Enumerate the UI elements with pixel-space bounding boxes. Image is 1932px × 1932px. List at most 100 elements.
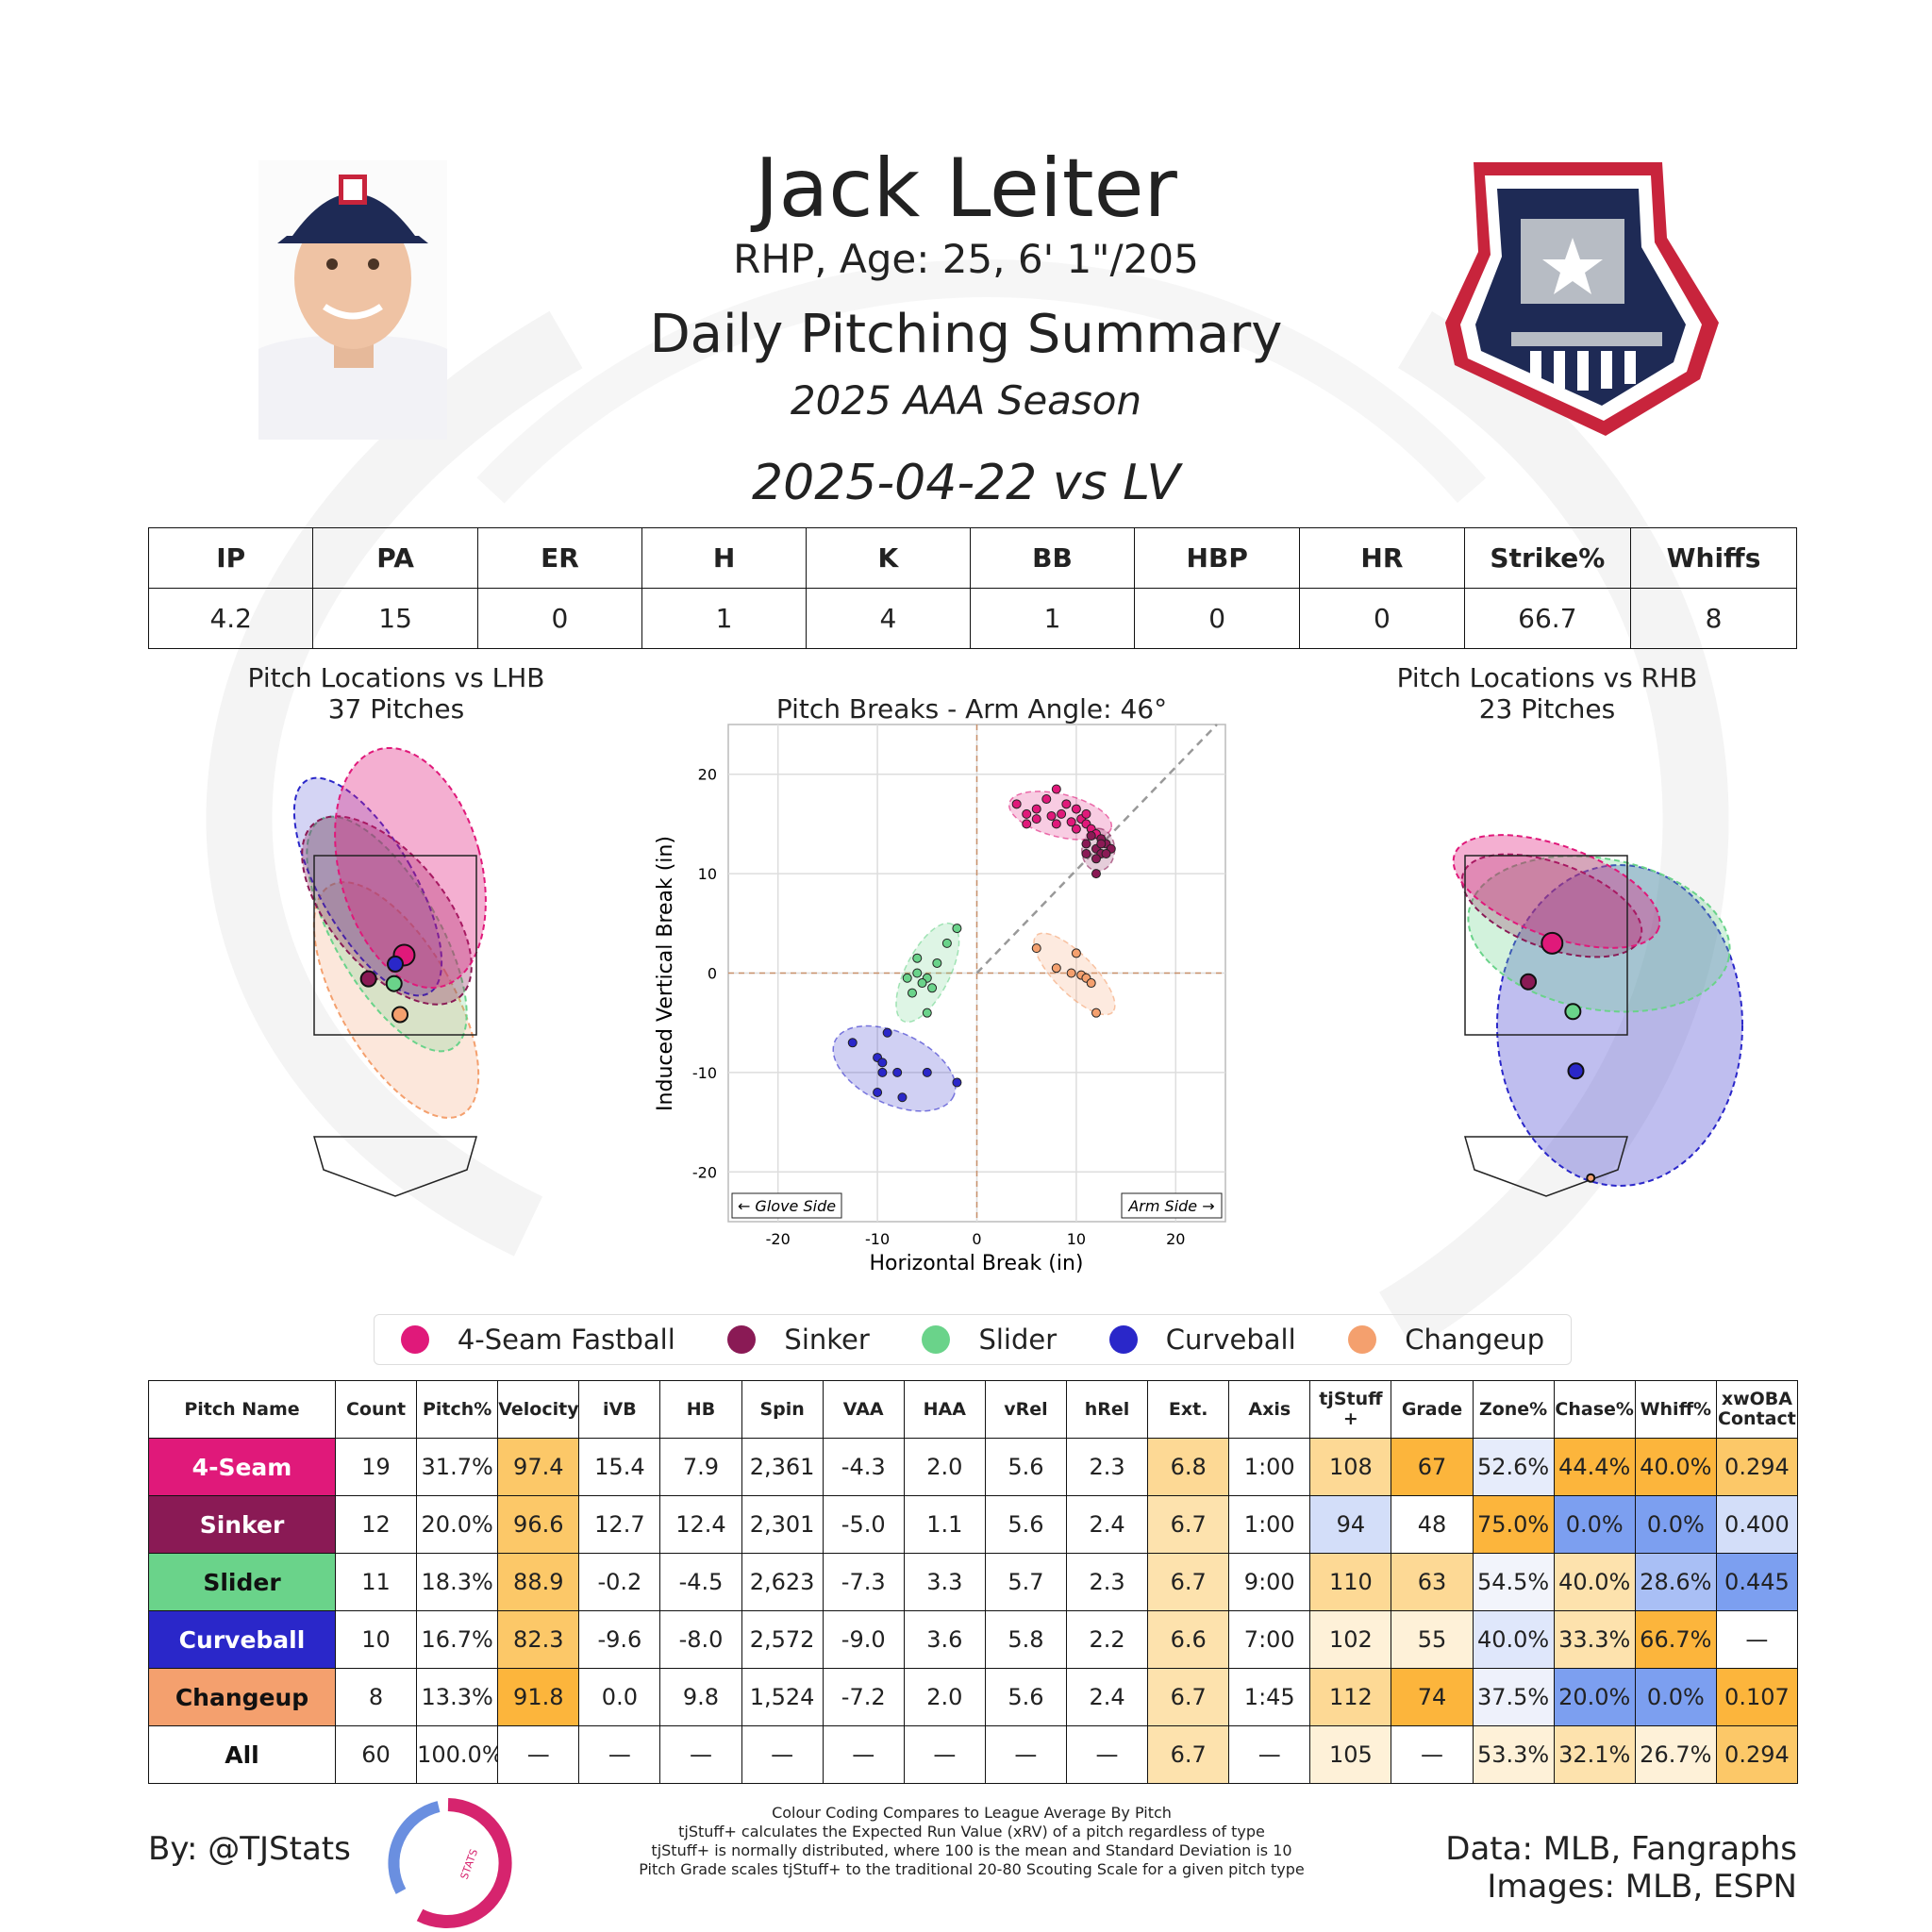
pitch-cell: 54.5% (1472, 1553, 1555, 1611)
note-2: tjStuff+ calculates the Expected Run Val… (678, 1823, 1265, 1840)
pitch-cell: 2,623 (741, 1553, 824, 1611)
pitch-cell: 26.7% (1634, 1725, 1717, 1784)
pitch-cell: 11 (334, 1553, 418, 1611)
break-point-4-seam-fastball (1011, 799, 1022, 809)
pitch-row-sinker: Sinker 12 20.0% 96.6 12.7 12.4 2,301 -5.0 1.1 5.6… (148, 1495, 1798, 1554)
lhb-pitch-means (359, 943, 416, 1024)
pitch-cell: 91.8 (497, 1668, 580, 1726)
pitch-cell: — (984, 1725, 1067, 1784)
lhb-strike-zone (313, 855, 477, 1036)
pitch-cell: 9:00 (1228, 1553, 1311, 1611)
pitch-cell: 66.7% (1634, 1610, 1717, 1669)
pitch-legend: 4-Seam Fastball Sinker Slider Curveball Chan… (374, 1314, 1572, 1365)
y-tick-label: 20 (698, 766, 717, 784)
pitch-col-count: Count (334, 1380, 418, 1439)
pitch-cell: 97.4 (497, 1438, 580, 1496)
pitch-cell: -7.3 (822, 1553, 905, 1611)
pitch-breaks-chart: -20 -10 0 10 20 -20 -10 0 10 20 Horizontal Break … (654, 724, 1226, 1275)
break-point-sinker (1091, 869, 1101, 879)
lhb-location-plot (292, 746, 487, 1197)
pitch-cell: 5.6 (984, 1495, 1067, 1554)
data-source: Data: MLB, Fangraphs (1445, 1830, 1797, 1868)
pitch-cell: 20.0% (416, 1495, 499, 1554)
y-tick-label: -20 (692, 1163, 717, 1181)
pitch-cell: 6.7 (1147, 1668, 1230, 1726)
pitch-cell: 20.0% (1553, 1668, 1636, 1726)
rhb-count: 23 Pitches (1478, 693, 1616, 724)
x-tick-label: -10 (865, 1230, 890, 1248)
pitch-cell: 48 (1391, 1495, 1474, 1554)
lhb-plot-title: Pitch Locations vs LHB 37 Pitches (208, 662, 585, 724)
pitch-cell: 2.2 (1065, 1610, 1149, 1669)
pitch-cell: -4.3 (822, 1438, 905, 1496)
legend-dot (400, 1325, 429, 1354)
tjstats-logo: STATS (388, 1798, 512, 1928)
pitch-cell: 2.3 (1065, 1438, 1149, 1496)
pitch-cell: 5.6 (984, 1668, 1067, 1726)
break-point-4-seam-fastball (1051, 784, 1061, 794)
pitch-col-grade: Grade (1391, 1380, 1474, 1439)
break-point-sinker (1101, 849, 1111, 859)
break-point-4-seam-fastball (1046, 810, 1057, 821)
break-point-4-seam-fastball (1066, 817, 1076, 827)
pitch-col-axis: Axis (1228, 1380, 1311, 1439)
pitch-cell: -9.0 (822, 1610, 905, 1669)
pitch-cell: 2.0 (903, 1668, 986, 1726)
pitch-cell: 7:00 (1228, 1610, 1311, 1669)
pitch-cell: — (578, 1725, 661, 1784)
pitch-col-spin: Spin (741, 1380, 824, 1439)
x-tick-label: 10 (1067, 1230, 1086, 1248)
pitch-cell: 88.9 (497, 1553, 580, 1611)
pitch-cell: 0.0% (1553, 1495, 1636, 1554)
pitch-cell: 40.0% (1472, 1610, 1555, 1669)
pitch-name-cell: All (148, 1725, 336, 1784)
pitch-table-header-row: Pitch Name Count Pitch% Velocity iVB HB Spin VA… (148, 1380, 1798, 1439)
pitch-row-slider: Slider 11 18.3% 88.9 -0.2 -4.5 2,623 -7.3 3.3 5.7… (148, 1553, 1798, 1611)
break-point-4-seam-fastball (1022, 808, 1032, 819)
pitch-col-ext-: Ext. (1147, 1380, 1230, 1439)
x-tick-label: -20 (766, 1230, 791, 1248)
footer-notes: Colour Coding Compares to League Average… (604, 1804, 1340, 1879)
break-point-curveball (882, 1027, 892, 1038)
legend-dot (1348, 1325, 1377, 1354)
mean-slider (1564, 1003, 1582, 1021)
pitch-cell: 7.9 (659, 1438, 742, 1496)
pitch-cell: 0.445 (1715, 1553, 1798, 1611)
pitch-row-curveball: Curveball 10 16.7% 82.3 -9.6 -8.0 2,572 -9.0 3.6… (148, 1610, 1798, 1669)
pitch-cell: — (1065, 1725, 1149, 1784)
pitch-row-all: All 60 100.0% — — — — — — — —6.7—105—53.3% 32.1% 26.… (148, 1725, 1798, 1784)
pitch-cell: — (1391, 1725, 1474, 1784)
author-credit: By: @TJStats (148, 1830, 351, 1868)
legend-label: Changeup (1405, 1324, 1545, 1356)
pitch-cell: 12.7 (578, 1495, 661, 1554)
summary-title: Daily Pitching Summary (649, 304, 1283, 365)
stat-header-ip: IP (147, 527, 314, 589)
break-point-4-seam-fastball (1051, 819, 1061, 829)
break-point-curveball (877, 1067, 888, 1077)
pitch-cell: 19 (334, 1438, 418, 1496)
pitch-cell: 0.400 (1715, 1495, 1798, 1554)
pitch-cell: 28.6% (1634, 1553, 1717, 1611)
stat-value-k: 4 (805, 588, 971, 649)
pitch-cell: 2.3 (1065, 1553, 1149, 1611)
pitch-cell: 63 (1391, 1553, 1474, 1611)
pitch-col-vaa: VAA (822, 1380, 905, 1439)
pitch-cell: 74 (1391, 1668, 1474, 1726)
pitch-cell: — (903, 1725, 986, 1784)
pitch-cell: 67 (1391, 1438, 1474, 1496)
pitch-cell: — (659, 1725, 742, 1784)
sources: Data: MLB, Fangraphs Images: MLB, ESPN (1445, 1830, 1797, 1906)
pitch-cell: 100.0% (416, 1725, 499, 1784)
image-source: Images: MLB, ESPN (1487, 1868, 1797, 1906)
break-point-4-seam-fastball (1031, 804, 1041, 814)
break-point-sinker (1091, 854, 1101, 864)
break-point-curveball (952, 1077, 962, 1088)
legend-dot (922, 1325, 951, 1354)
mean-changeup (1586, 1173, 1596, 1183)
lhb-ellipses (292, 746, 487, 1119)
stat-value-er: 0 (476, 588, 643, 649)
note-4: Pitch Grade scales tjStuff+ to the tradi… (639, 1860, 1305, 1878)
stat-value-pa: 15 (312, 588, 478, 649)
player-name: Jack Leiter (755, 142, 1177, 236)
